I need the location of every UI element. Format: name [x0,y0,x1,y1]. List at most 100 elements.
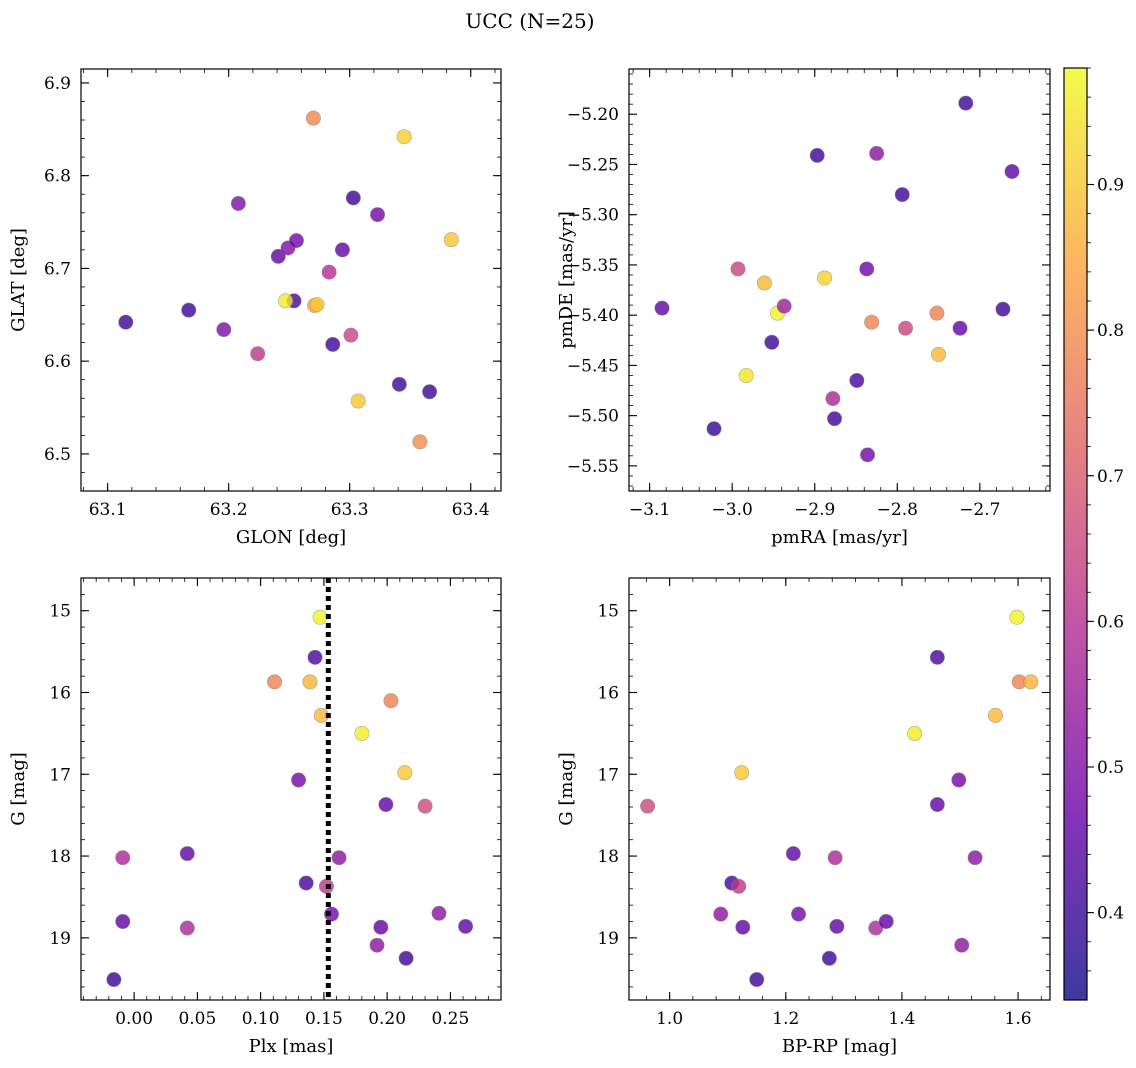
data-point [1023,674,1039,690]
x-tick-label: −3.1 [629,500,670,520]
y-tick-label: 17 [49,765,71,785]
data-point [181,302,197,318]
data-point [309,297,325,313]
data-point [713,906,729,922]
x-tick-label: −3.0 [712,500,753,520]
scatter-points [654,95,1020,463]
data-point [859,261,875,277]
y-tick-label: 6.6 [44,352,71,372]
data-point [1009,609,1025,625]
minor-ticks [629,69,1050,491]
data-point [458,918,474,934]
x-axis-label: GLON [deg] [236,527,346,548]
data-point [250,346,266,362]
y-axis-label: pmDE [mas/yr] [556,211,577,349]
y-axis-label: G [mag] [8,752,29,825]
colorbar-tick-label: 0.8 [1097,321,1124,341]
data-point [967,850,983,866]
x-tick-label: −2.8 [877,500,918,520]
y-tick-label: 6.8 [44,167,71,187]
data-point [431,905,447,921]
data-point [878,913,894,929]
scatter-points [640,609,1039,988]
data-point [894,187,910,203]
data-point [278,293,294,309]
panel-plx-g: 0.00 0.05 0.10 0.15 0.20 0.25 15 16 17 18 19 Plx [m… [8,577,502,1057]
x-tick-label: 0.05 [178,1009,216,1029]
colorbar-tick-label: 0.4 [1097,904,1124,924]
panel-bprp-g: 1.0 1.2 1.4 1.6 15 16 17 18 19 BP-RP [mag] G [mag] [556,577,1051,1057]
data-point [907,725,923,741]
colorbar-gradient [1064,68,1087,1000]
plot-frame [628,577,1051,1001]
data-point [764,334,780,350]
x-tick-label: 1.2 [772,1009,799,1029]
data-point [1004,163,1020,179]
colorbar-tick-label: 0.5 [1097,758,1124,778]
data-point [391,376,407,392]
data-point [298,875,314,891]
y-tick-label: 15 [597,602,619,622]
data-point [378,797,394,813]
x-tick-label: 1.4 [888,1009,915,1029]
data-point [817,270,833,286]
minor-ticks [81,69,501,492]
data-point [929,305,945,321]
scatter-panels: 63.1 63.2 63.3 63.4 6.5 6.6 6.7 6.8 6.9 GLON [deg… [8,68,1051,1057]
data-point [370,207,386,223]
data-point [270,248,286,264]
data-point [952,320,968,336]
data-point [179,920,195,936]
colorbar-tick-label: 0.6 [1097,612,1124,632]
data-point [829,918,845,934]
data-point [373,919,389,935]
data-point [267,674,283,690]
x-tick-label: 0.25 [431,1009,469,1029]
plot-frame [628,68,1051,492]
panel-glon-glat: 63.1 63.2 63.3 63.4 6.5 6.6 6.7 6.8 6.9 GLON [deg… [8,68,502,548]
data-point [958,95,974,111]
colorbar-tick-label: 0.7 [1097,467,1124,487]
data-point [849,372,865,388]
y-tick-label: 17 [597,765,619,785]
plot-frame [80,68,502,492]
y-tick-label: −5.50 [567,407,619,427]
data-point [929,797,945,813]
data-point [734,765,750,781]
data-point [321,264,337,280]
y-tick-label: 18 [597,847,619,867]
data-point [954,937,970,953]
y-tick-label: −5.40 [567,306,619,326]
data-point [115,850,131,866]
y-tick-label: 19 [597,929,619,949]
data-point [345,190,361,206]
x-axis-label: BP-RP [mag] [782,1036,897,1057]
y-tick-label: −5.35 [567,256,619,276]
data-point [412,434,428,450]
data-point [749,972,765,988]
y-tick-label: 19 [49,929,71,949]
data-point [654,300,670,316]
data-point [334,242,350,258]
data-point [216,322,232,338]
data-point [443,232,459,248]
data-point [827,411,843,427]
data-point [738,367,754,383]
data-point [735,919,751,935]
data-point [995,301,1011,317]
scatter-points [106,609,474,988]
data-point [809,147,825,163]
data-point [827,850,843,866]
data-point [397,765,413,781]
x-axis-label: pmRA [mas/yr] [771,527,908,548]
x-axis-label: Plx [mas] [249,1036,334,1057]
data-point [354,725,370,741]
data-point [398,950,414,966]
y-tick-label: 16 [597,683,619,703]
panel-pmra-pmde: −3.1 −3.0 −2.9 −2.8 −2.7 −5.55 −5.50 −5.45 −5.40… [556,68,1051,548]
data-point [106,972,122,988]
data-point [369,937,385,953]
y-tick-label: −5.20 [567,105,619,125]
data-point [931,346,947,362]
y-tick-label: −5.25 [567,155,619,175]
